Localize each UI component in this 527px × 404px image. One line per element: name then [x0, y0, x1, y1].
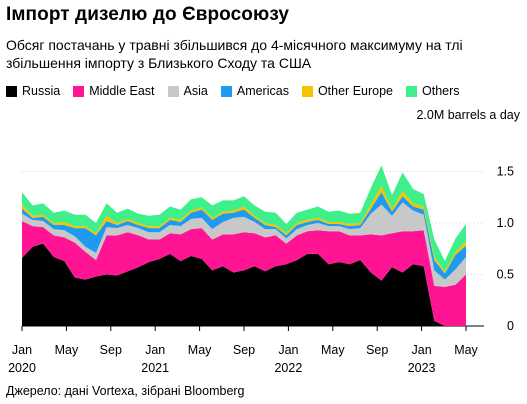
- legend: Russia Middle East Asia Americas Other Europ…: [6, 84, 526, 98]
- legend-swatch: [301, 85, 313, 97]
- x-tick-label: May: [321, 343, 345, 357]
- unit-label: 2.0M barrels a day: [416, 108, 520, 122]
- legend-label: Asia: [183, 84, 208, 98]
- x-tick-label: Jan: [12, 343, 32, 357]
- legend-label: Other Europe: [317, 84, 393, 98]
- legend-label: Russia: [22, 84, 61, 98]
- x-tick-label: May: [55, 343, 79, 357]
- x-tick-label: Jan: [145, 343, 165, 357]
- legend-label: Americas: [236, 84, 289, 98]
- chart-title: Імпорт дизелю до Євросоюзу: [6, 4, 290, 25]
- y-tick-label: 1.0: [497, 216, 514, 230]
- y-tick-label: 0.5: [497, 268, 514, 282]
- x-tick-year: 2020: [8, 361, 36, 375]
- x-tick-label: Sep: [100, 343, 122, 357]
- x-tick-year: 2023: [408, 361, 436, 375]
- chart-subtitle: Обсяг постачань у травні збільшився до 4…: [6, 37, 463, 71]
- area-asia: [22, 202, 466, 287]
- legend-item-others: Others: [406, 84, 460, 98]
- legend-item-asia: Asia: [167, 84, 208, 98]
- y-tick-label: 0: [507, 319, 514, 333]
- area-others: [22, 165, 466, 272]
- x-tick-label: May: [454, 343, 478, 357]
- legend-swatch: [167, 85, 179, 97]
- source-note: Джерело: дані Vortexa, зібрані Bloomberg: [6, 384, 245, 398]
- legend-item-other-europe: Other Europe: [301, 84, 393, 98]
- area-middle-east: [22, 220, 466, 326]
- x-tick-year: 2022: [274, 361, 302, 375]
- x-tick-year: 2021: [141, 361, 169, 375]
- legend-swatch: [406, 85, 417, 97]
- area-russia: [22, 243, 466, 326]
- x-tick-label: Jan: [278, 343, 298, 357]
- legend-label: Others: [422, 84, 460, 98]
- y-tick-label: 1.5: [497, 165, 514, 179]
- x-tick-label: Jan: [412, 343, 432, 357]
- x-tick-label: May: [188, 343, 212, 357]
- legend-swatch: [73, 85, 85, 97]
- legend-label: Middle East: [89, 84, 155, 98]
- legend-swatch: [220, 85, 232, 97]
- legend-item-russia: Russia: [6, 84, 60, 98]
- legend-swatch: [6, 85, 17, 97]
- x-tick-label: Sep: [366, 343, 388, 357]
- x-tick-label: Sep: [233, 343, 255, 357]
- legend-item-americas: Americas: [220, 84, 289, 98]
- legend-item-middle-east: Middle East: [73, 84, 155, 98]
